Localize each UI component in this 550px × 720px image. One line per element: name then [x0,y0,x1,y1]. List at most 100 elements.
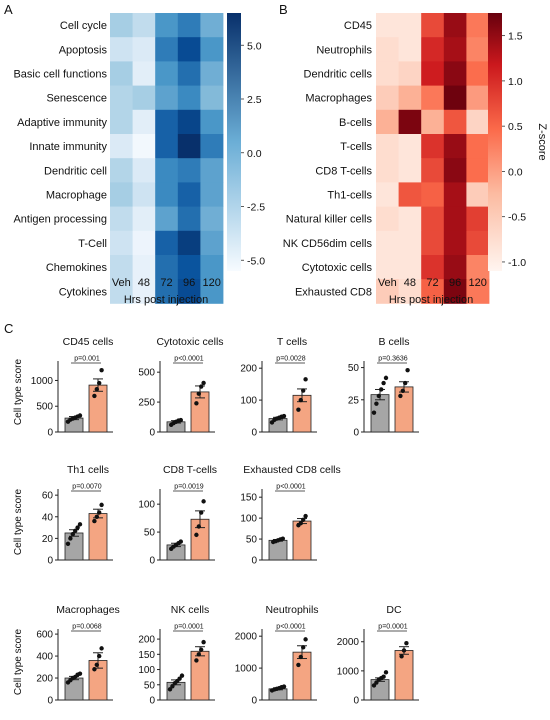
heat-cell [466,158,490,183]
heat-cell [177,85,201,111]
data-point-treated [301,388,306,393]
y-tick-label: 0 [251,428,257,439]
data-point-veh [65,541,71,546]
heat-cell [443,109,467,135]
heat-cell [200,13,224,38]
heat-cell [376,230,399,256]
y-tick-label: 0 [353,696,359,707]
data-point-treated [298,397,303,403]
heat-cell [110,255,133,280]
data-point-treated [201,639,206,645]
heat-cell [155,158,179,183]
row-label-3: Dendritic cells [304,69,373,81]
heat-cell [466,255,490,280]
heat-cell [200,206,224,232]
data-point-treated [404,640,409,646]
y-tick-label: 100 [138,665,155,676]
data-point-treated [301,517,306,522]
data-point-veh [374,401,379,406]
row-label-1: CD45 [344,20,372,32]
heat-cell [177,182,201,207]
y-tick-label: 100 [240,514,257,525]
row-label-4: Macrophages [305,93,372,105]
colorbar-a-ticks: 5.0 2.5 0.0 -2.5 -5.0 [241,40,265,267]
data-point-treated [405,367,410,373]
row-label-11: Chemokines [46,262,108,274]
data-point-veh [374,680,379,685]
y-tick-label: 150 [240,493,257,504]
heat-cell [421,158,445,183]
data-point-veh [77,671,83,676]
row-label-6: Innate immunity [29,141,107,153]
heat-cell [132,255,156,280]
ylabel-row-2: Cell type score [13,488,24,555]
y-tick-label: 0 [149,556,155,567]
data-point-treated [199,510,204,515]
heat-cell [421,13,445,38]
heat-cell [110,109,133,135]
y-tick-label: 200 [36,674,53,685]
column-label: 96 [449,277,461,289]
y-tick-label: 0 [149,696,155,707]
row-label-9: Antigen processing [13,214,107,226]
data-point-treated [399,654,404,659]
data-point-treated [94,387,100,392]
colorbar-tick-label: 0.0 [508,166,523,178]
heat-cell [398,182,422,207]
y-tick-label: 0 [251,556,257,567]
bar-treated [394,650,414,701]
data-point-veh [167,687,173,692]
heat-cell [110,206,133,232]
heat-cell [155,61,179,86]
y-tick-label: 50 [348,363,360,374]
data-point-treated [92,393,97,399]
heat-cell [200,255,224,280]
heat-cell [421,109,445,135]
subplot-title: Cytotoxic cells [156,336,223,348]
bar-treated [88,384,108,433]
y-tick-label: 60 [42,491,54,502]
heat-cell [376,182,399,207]
heat-cell [110,61,133,86]
subplot-title: Th1 cells [67,464,109,476]
bar-treated [292,651,312,701]
heat-cell [443,182,467,207]
data-point-veh [179,673,185,678]
data-point-treated [401,648,407,653]
panel-label-b: B [279,2,288,17]
y-tick-label: 1000 [337,666,360,677]
row-label-8: Macrophage [46,190,107,202]
data-point-veh [178,539,183,544]
data-point-treated [94,514,100,519]
data-point-treated [99,502,104,508]
heat-cell [177,279,201,304]
heatmap-a: Cell cycle Apoptosis Basic cell functions S… [13,13,224,304]
y-tick-label: 50 [144,528,156,539]
heat-cell [421,85,445,111]
colorbar-tick-label: 2.5 [247,94,262,106]
heat-cell [200,85,224,111]
heat-cell [466,109,490,135]
heat-cell [398,158,422,183]
y-tick-label: 0 [353,428,359,439]
data-point-treated [301,645,306,650]
data-point-veh [381,674,386,679]
y-tick-label: 100 [240,396,257,407]
data-point-treated [99,367,104,373]
data-point-treated [303,513,308,519]
column-label: 72 [160,277,172,289]
heat-cell [376,158,399,183]
heat-cell [443,134,467,159]
heatmap-b-xlabel: Hrs post injection [389,294,473,306]
heat-cell [376,37,399,62]
heat-cell [177,109,201,135]
data-point-treated [196,391,201,396]
colorbar-b [488,13,502,271]
data-point-treated [199,647,204,652]
y-tick-label: 50 [246,535,258,546]
data-point-treated [400,388,405,393]
heat-cell [155,134,179,159]
heat-cell [443,37,467,62]
subplot-title: DC [386,604,402,616]
heat-cell [132,279,156,304]
